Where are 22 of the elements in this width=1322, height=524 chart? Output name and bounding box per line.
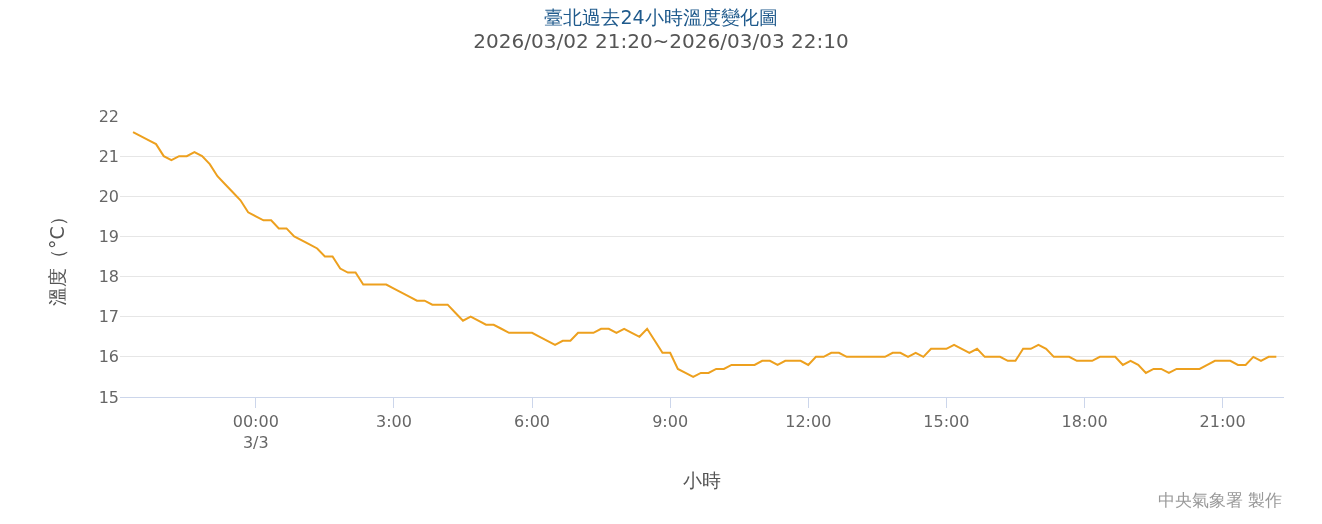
x-axis-title: 小時 (683, 468, 721, 491)
y-tick-label: 20 (98, 186, 119, 206)
text: 中央氣象署 製作 (1158, 490, 1283, 510)
line-series (132, 131, 1278, 378)
y-axis-title: 溫度（°C） (46, 207, 69, 306)
chart-title: 臺北過去24小時溫度變化圖 (544, 5, 778, 28)
y-tick-label: 22 (98, 106, 119, 126)
x-tick-label: 6:00 (514, 412, 551, 432)
x-tick-label: 21:00 (1199, 412, 1246, 432)
y-tick-label: 17 (98, 307, 119, 327)
y-tick-label: 19 (98, 227, 119, 247)
x-tick-label: 9:00 (652, 412, 689, 432)
y-tick-label: 21 (98, 146, 119, 166)
y-tick-label: 18 (98, 267, 119, 287)
x-tick-label: 18:00 (1061, 412, 1108, 432)
x-tick-label: 3:00 (375, 412, 412, 432)
y-tick-label: 16 (98, 347, 119, 367)
x-tick-label: 15:00 (923, 412, 970, 432)
y-tick-label: 15 (98, 387, 119, 407)
chart-subtitle: 2026/03/02 21:20~2026/03/03 22:10 (473, 29, 849, 54)
x-tick-label: 00:00 3/3 (232, 412, 279, 452)
x-tick-label: 12:00 (785, 412, 832, 432)
